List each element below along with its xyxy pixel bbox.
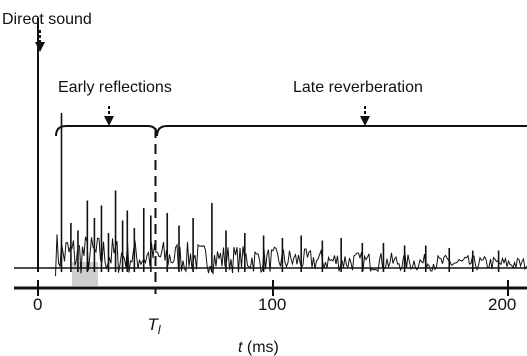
late-reverberation-trace — [55, 234, 527, 277]
x-tick-label-2: 200 — [488, 295, 516, 314]
boundary-label-main: T — [148, 315, 160, 334]
boundary-label: Tl — [148, 315, 161, 337]
annotation-direct-sound: Direct sound — [2, 11, 92, 28]
x-tick-label-0: 0 — [33, 295, 42, 314]
x-axis-ticks: 0 100 200 — [33, 280, 516, 314]
x-axis-label: t (ms) — [238, 339, 279, 356]
x-axis-label-unit: (ms) — [242, 339, 278, 356]
impulse-marks — [37, 18, 500, 272]
x-tick-label-1: 100 — [258, 295, 286, 314]
direct-sound-arrow — [35, 30, 45, 52]
early-reflections-arrow — [104, 106, 114, 126]
early-reflections-bracket — [55, 125, 158, 137]
x-axis-label-variable: t — [238, 339, 243, 356]
late-reverberation-bracket — [156, 125, 527, 137]
annotation-early-reflections: Early reflections — [58, 79, 172, 96]
late-reverberation-arrow — [360, 106, 370, 126]
boundary-label-sub: l — [158, 323, 161, 337]
annotation-late-reverberation: Late reverberation — [293, 79, 423, 96]
